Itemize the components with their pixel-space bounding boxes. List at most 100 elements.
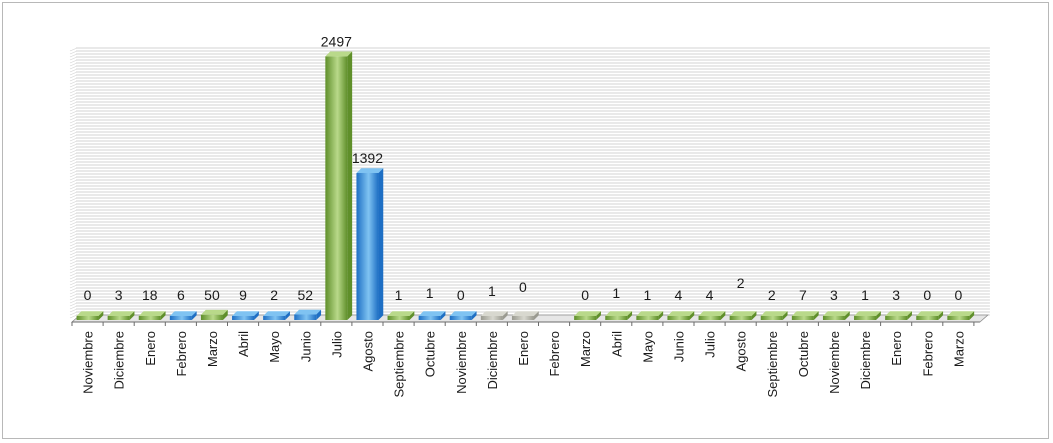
wall-tick [69,179,78,184]
bar-top [325,51,353,57]
bar-side [440,311,446,320]
wall-tick [69,239,78,244]
bar-side [533,311,539,320]
value-label: 1 [612,285,620,301]
bar-top [636,311,664,316]
wall-tick [69,122,78,127]
category-label: Octubre [796,331,811,377]
wall-tick [69,287,78,292]
bar [480,311,508,320]
wall-tick [69,173,78,178]
bar-side [907,311,912,320]
category-label: Febrero [920,331,935,377]
wall-tick [69,83,78,88]
wall-tick [69,284,78,289]
bar-top [760,311,788,316]
bar-front [325,56,348,320]
gridlines [69,47,990,319]
wall-tick [69,53,78,58]
bar-side [254,311,259,320]
value-label: 2497 [321,33,352,49]
bar-side [813,311,819,320]
wall-tick [69,251,78,256]
wall-tick [69,68,78,73]
wall-tick [69,137,78,142]
value-label: 0 [519,279,527,295]
bar-top [729,311,757,316]
bar-side [98,311,104,320]
wall-tick [69,131,78,136]
bar [791,311,819,320]
wall-tick [69,215,78,220]
value-label: 0 [84,287,92,303]
wall-tick [69,59,78,64]
wall-tick [69,128,78,133]
category-label: Agosto [360,331,375,371]
bar-side [316,309,322,320]
bar-front [511,316,534,320]
category-label: Febrero [174,331,189,377]
bar-side [596,311,601,320]
wall-tick [69,134,78,139]
wall-tick [69,185,78,190]
category-label: Octubre [423,331,438,377]
wall-tick [69,311,78,316]
wall-tick [69,98,78,103]
wall-tick [69,74,78,79]
bar-side [627,311,633,320]
wall-tick [69,164,78,169]
wall-tick [69,296,78,301]
bar [387,311,415,320]
category-label: Enero [143,331,158,366]
value-label: 1 [861,287,869,303]
bar-top [480,311,508,316]
bar-side [285,311,290,320]
category-label: Marzo [578,331,593,367]
value-labels: 0 3 18 6 50 9 2 52 2497 1392 1 1 0 1 0 0 1 1 4 4 2 2 7 3 1 3 0 0 [84,33,963,303]
bar-side [751,311,757,320]
bar-top [449,311,477,316]
wall-tick [69,80,78,85]
wall-tick [69,248,78,253]
bar-side [876,311,881,320]
bar-top [916,311,944,316]
bar-top [791,311,819,316]
wall-tick [69,245,78,250]
category-label: Julio [703,331,718,358]
bar [294,309,322,320]
bar-top [263,311,290,316]
wall-tick [69,161,78,166]
value-label: 0 [457,287,465,303]
category-label: Diciembre [858,331,873,390]
bar [418,311,446,320]
bar [574,311,601,320]
bar-top [854,311,881,316]
bar-side [658,311,664,320]
bar-side [502,311,508,320]
bar-front [356,173,379,320]
category-labels: Noviembre Diciembre Enero Febrero Marzo Abril… [81,331,967,398]
bar [822,311,850,320]
wall-tick [69,167,78,172]
wall-tick [69,314,78,319]
category-label: Julio [329,331,344,358]
bar-top [667,311,695,316]
category-label: Mayo [267,331,282,363]
category-label: Noviembre [454,331,469,394]
bar-top [511,311,539,316]
value-label: 9 [239,287,247,303]
wall-tick [69,227,78,232]
wall-tick [69,263,78,268]
wall-tick [69,272,78,277]
wall-tick [69,206,78,211]
wall-tick [69,89,78,94]
bar-top [76,311,104,316]
bar [605,311,633,320]
category-label: Diciembre [485,331,500,390]
bar-front [791,316,814,320]
value-label: 1 [488,283,496,299]
wall-tick [69,77,78,82]
bar-side [938,311,944,320]
category-label: Noviembre [827,331,842,394]
bar-front [387,316,410,320]
